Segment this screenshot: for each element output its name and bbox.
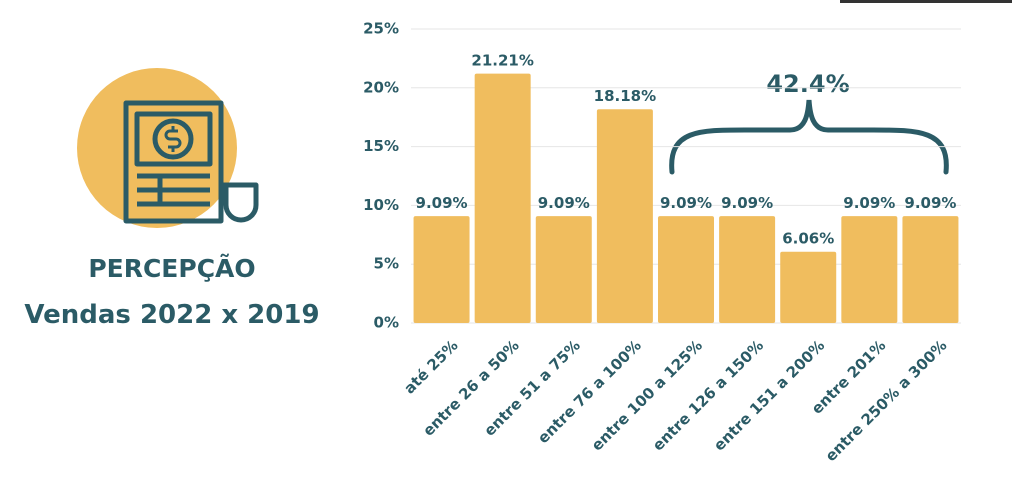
bar [535,216,592,323]
value-label: 9.09% [660,194,712,212]
window-edge [840,0,1012,3]
value-label: 9.09% [843,194,895,212]
y-tick-label: 10% [363,196,399,214]
y-tick-label: 0% [374,314,399,332]
y-tick-label: 5% [374,255,399,273]
x-tick-label: até 25% [400,336,461,397]
x-tick-label: entre 100 a 125% [588,336,706,454]
value-label: 18.18% [594,87,656,105]
value-label: 9.09% [721,194,773,212]
chart-subtitle: Vendas 2022 x 2019 [24,300,319,330]
icon [77,68,259,228]
value-label: 9.09% [538,194,590,212]
bar [413,216,470,323]
annotation: 42.4% [766,70,849,98]
x-tick-label: entre 126 a 150% [649,336,767,454]
chart-title: PERCEPÇÃO [88,254,255,283]
brace [669,99,949,175]
bar [719,216,776,323]
bar [474,73,531,323]
value-label: 9.09% [416,194,468,212]
y-tick-label: 20% [363,78,399,96]
bar [658,216,714,323]
bar [780,251,837,323]
y-tick-label: 25% [363,20,399,38]
bar [841,216,898,323]
value-label: 6.06% [782,230,834,248]
x-tick-label: entre 151 a 200% [710,336,828,454]
x-tick-label: entre 250% a 300% [822,336,951,465]
x-tick-label: entre 76 a 100% [534,336,645,447]
bar [902,216,959,323]
y-tick-label: 15% [363,137,399,155]
value-label: 21.21% [471,52,533,70]
value-label: 9.09% [904,194,956,212]
bar [596,109,653,323]
